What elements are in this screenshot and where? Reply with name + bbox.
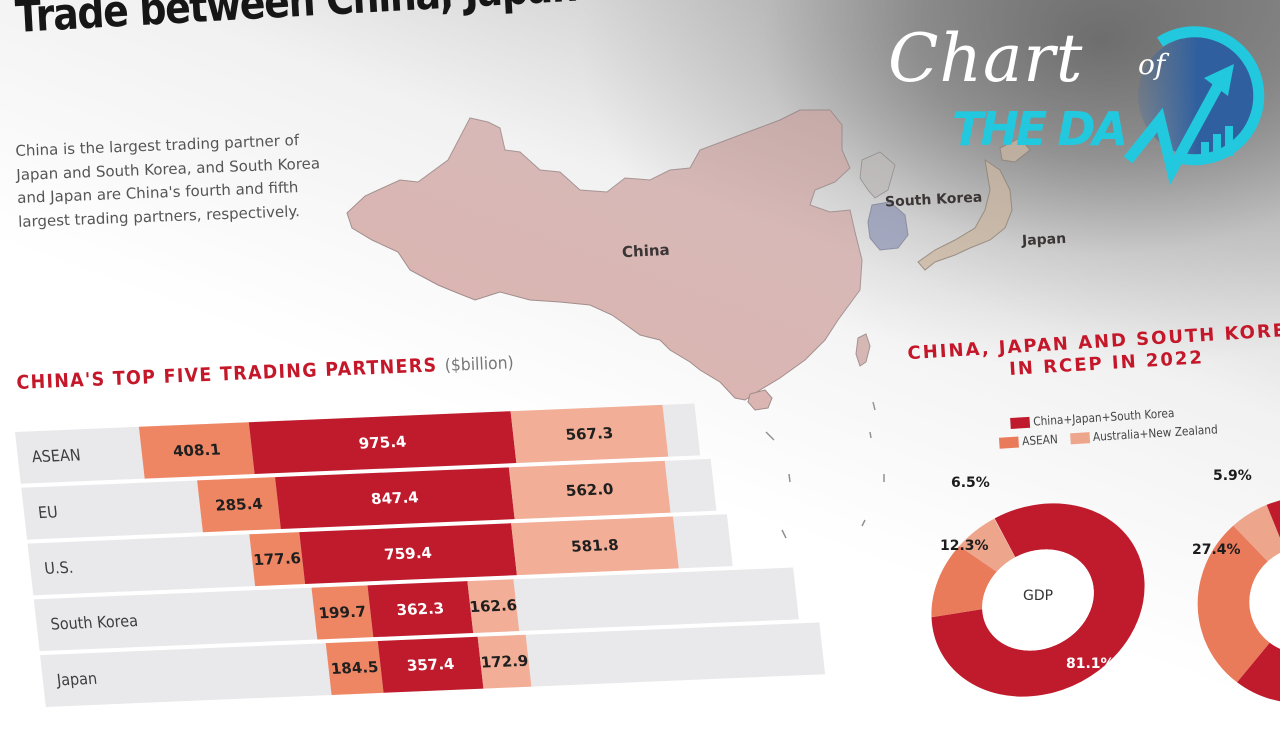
trade-cell: 357.4 — [377, 636, 484, 693]
exports-cell: 581.8 — [511, 516, 679, 576]
chart-of-the-day-logo: Chart of THE DA — [880, 20, 1265, 190]
logo-chart-text: Chart — [888, 20, 1084, 97]
map-label-japan: Japan — [1021, 230, 1067, 250]
legend-swatch-icon — [1069, 431, 1090, 444]
map-label-china: China — [621, 240, 671, 262]
logo-circle-arrow-icon — [1123, 26, 1265, 186]
exports-cell: 172.9 — [477, 634, 532, 689]
imports-cell: 177.6 — [249, 532, 306, 587]
trade-cell: 362.3 — [367, 581, 474, 638]
legend-swatch-icon — [998, 436, 1019, 449]
legend-label: Australia+New Zealand — [1092, 422, 1219, 444]
row-label: South Korea — [49, 611, 139, 634]
row-label: U.S. — [43, 557, 75, 578]
gdp-donut-chart — [931, 503, 1145, 697]
taiwan-shape — [855, 333, 871, 367]
imports-cell: 199.7 — [311, 585, 374, 640]
row-label: Japan — [55, 668, 99, 690]
imports-cell: 184.5 — [325, 640, 384, 695]
imports-cell: 408.1 — [138, 422, 255, 479]
imports-cell: 285.4 — [197, 477, 281, 533]
gdp-cjk-label: 81.1% — [1066, 656, 1115, 672]
second-donut-anz-label: 5.9% — [1213, 468, 1252, 484]
row-label: EU — [37, 502, 59, 523]
trade-table: ASEAN 408.1 975.4 567.3 EU 285.4 847.4 5… — [15, 398, 868, 731]
legend-swatch-icon — [1010, 416, 1031, 429]
row-label: ASEAN — [30, 445, 82, 467]
exports-cell: 162.6 — [467, 579, 520, 633]
trade-cell: 759.4 — [299, 523, 517, 584]
logo-the-day-text: THE DA — [952, 102, 1128, 156]
second-donut-chart — [1197, 496, 1280, 704]
second-donut-asean-label: 27.4% — [1192, 542, 1241, 558]
logo-of-text: of — [1138, 48, 1166, 81]
gdp-asean-label: 12.3% — [940, 538, 989, 554]
intro-paragraph: China is the largest trading partner of … — [15, 131, 321, 231]
legend-label: ASEAN — [1021, 432, 1059, 449]
exports-cell: 562.0 — [508, 460, 671, 520]
trade-cell: 975.4 — [248, 411, 517, 475]
exports-cell: 567.3 — [510, 404, 669, 464]
gdp-anz-label: 6.5% — [951, 475, 990, 491]
trade-table-unit: ($billion) — [444, 353, 515, 377]
gdp-donut-center-label: GDP — [1023, 588, 1054, 604]
trade-cell: 847.4 — [275, 467, 515, 529]
